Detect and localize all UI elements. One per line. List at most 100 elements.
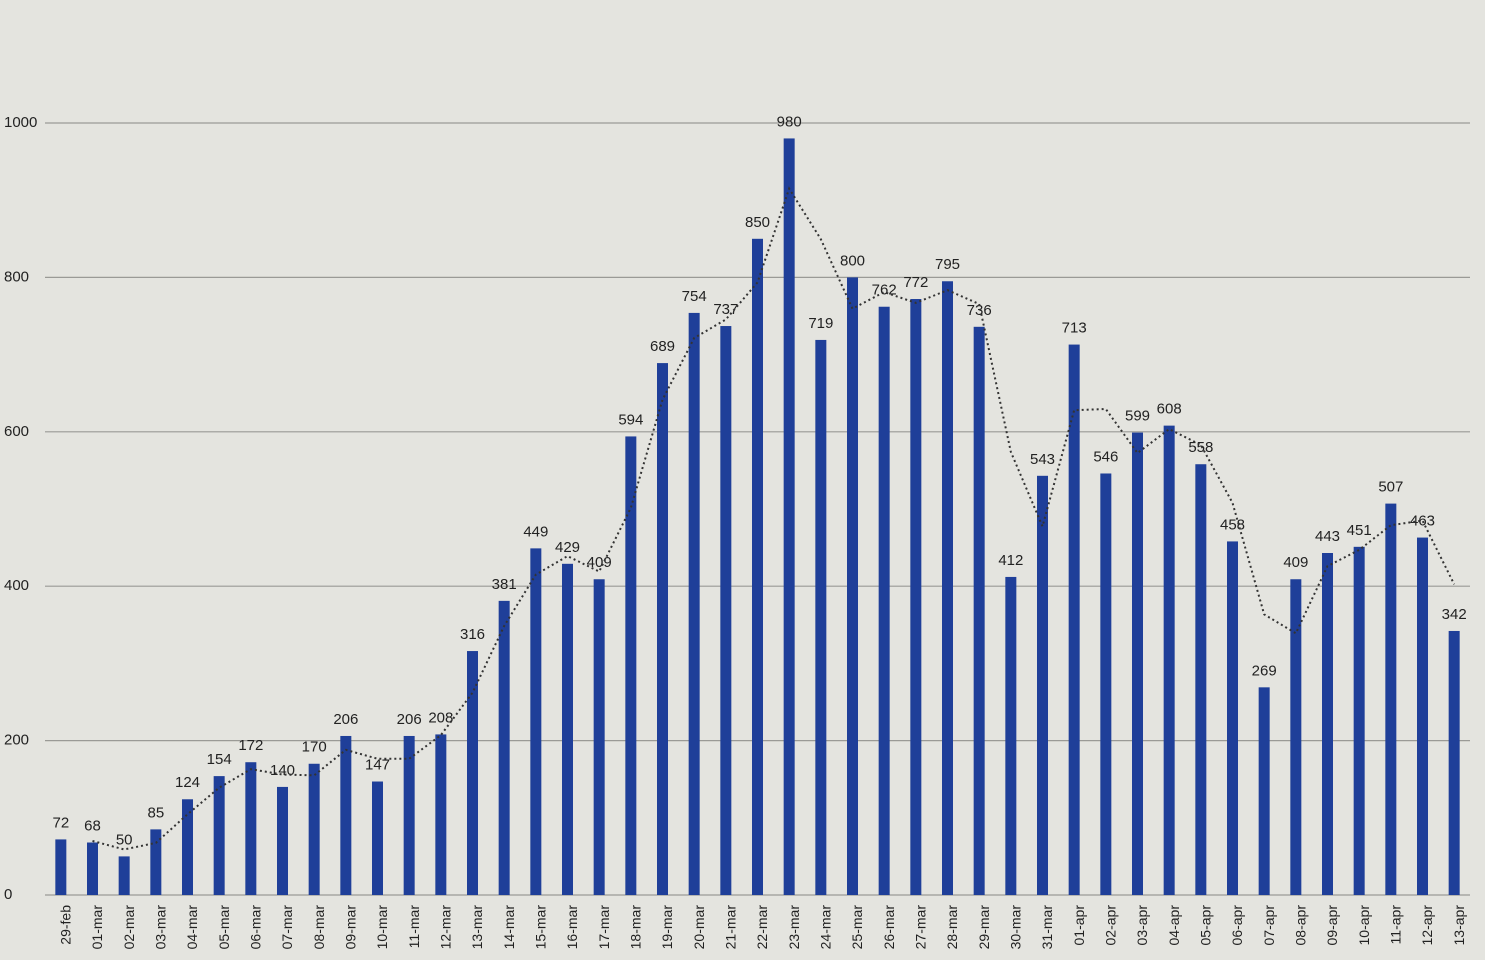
x-tick-label: 24-mar <box>818 905 834 950</box>
x-tick-label: 13-apr <box>1451 905 1467 946</box>
x-tick-label: 01-mar <box>89 905 105 950</box>
x-tick-label: 01-apr <box>1071 905 1087 946</box>
x-tick-label: 12-mar <box>438 905 454 950</box>
data-label: 599 <box>1125 408 1150 425</box>
bar <box>878 306 890 896</box>
x-tick-label: 21-mar <box>723 905 739 950</box>
bar <box>1290 579 1302 895</box>
bar <box>340 735 352 895</box>
data-label: 762 <box>872 282 897 299</box>
x-tick-label: 30-mar <box>1008 905 1024 950</box>
data-label: 543 <box>1030 451 1055 468</box>
x-tick-label: 11-apr <box>1388 905 1404 945</box>
x-tick-label: 13-mar <box>469 905 485 950</box>
data-label: 689 <box>650 338 675 355</box>
x-tick-label: 22-mar <box>754 905 770 950</box>
bar <box>910 299 922 895</box>
bar <box>942 281 953 895</box>
bar <box>752 238 763 896</box>
data-label: 546 <box>1093 448 1118 465</box>
y-tick-label: 200 <box>4 732 29 749</box>
x-tick-label: 03-mar <box>153 905 169 950</box>
data-label: 507 <box>1378 479 1403 496</box>
bar <box>87 842 98 895</box>
data-label: 172 <box>238 737 263 754</box>
data-label: 208 <box>428 709 453 726</box>
x-tick-label: 27-mar <box>913 905 929 950</box>
bar <box>308 763 320 895</box>
data-label: 443 <box>1315 528 1340 545</box>
x-tick-label: 28-mar <box>944 905 960 950</box>
bar <box>1417 537 1428 895</box>
bar <box>847 277 858 895</box>
x-tick-label: 09-apr <box>1324 905 1340 946</box>
data-label: 458 <box>1220 516 1245 533</box>
data-label: 980 <box>777 113 802 130</box>
data-label: 754 <box>682 288 707 305</box>
data-label: 170 <box>302 739 327 756</box>
data-label: 736 <box>967 302 992 319</box>
data-label: 206 <box>333 711 358 728</box>
x-tick-label: 09-mar <box>343 905 359 950</box>
x-tick-label: 07-apr <box>1261 905 1277 946</box>
bar <box>1448 630 1460 895</box>
bar <box>498 600 510 895</box>
data-label: 850 <box>745 214 770 231</box>
bar <box>783 138 795 895</box>
x-tick-label: 19-mar <box>659 905 675 950</box>
bar <box>372 781 383 895</box>
bar <box>150 829 162 895</box>
y-tick-label: 1000 <box>4 114 37 131</box>
x-tick-label: 02-apr <box>1103 905 1119 946</box>
x-tick-label: 06-apr <box>1229 905 1245 946</box>
x-tick-label: 05-apr <box>1198 905 1214 946</box>
trend-line <box>92 186 1456 851</box>
x-tick-label: 10-apr <box>1356 905 1372 946</box>
bar <box>182 799 193 895</box>
bar <box>435 734 447 895</box>
data-label: 772 <box>903 274 928 291</box>
bar <box>1353 546 1365 895</box>
data-label: 269 <box>1252 662 1277 679</box>
x-tick-label: 12-apr <box>1419 905 1435 946</box>
x-tick-label: 02-mar <box>121 905 137 950</box>
x-tick-label: 15-mar <box>533 905 549 950</box>
bar <box>973 326 985 896</box>
bar <box>1322 553 1333 895</box>
data-label: 449 <box>523 523 548 540</box>
x-tick-label: 23-mar <box>786 905 802 950</box>
x-tick-label: 11-mar <box>406 905 422 949</box>
data-label: 429 <box>555 539 580 556</box>
x-tick-label: 08-mar <box>311 905 327 950</box>
x-tick-label: 10-mar <box>374 905 390 950</box>
data-label: 608 <box>1157 401 1182 418</box>
bar <box>213 776 225 895</box>
data-label: 342 <box>1442 606 1467 623</box>
x-tick-label: 20-mar <box>691 905 707 950</box>
data-label: 72 <box>52 814 69 831</box>
data-label: 594 <box>618 411 643 428</box>
data-label: 154 <box>207 751 232 768</box>
data-label: 140 <box>270 762 295 779</box>
y-tick-label: 400 <box>4 577 29 594</box>
data-label: 206 <box>397 711 422 728</box>
bar <box>1227 541 1238 895</box>
x-tick-label: 29-mar <box>976 905 992 950</box>
bar <box>118 856 130 895</box>
x-tick-label: 06-mar <box>248 905 264 950</box>
data-label: 85 <box>147 804 164 821</box>
bar <box>55 839 67 895</box>
data-label: 381 <box>492 576 517 593</box>
bar <box>688 312 700 895</box>
x-tick-label: 25-mar <box>849 905 865 950</box>
x-tick-label: 08-apr <box>1293 905 1309 946</box>
data-label: 412 <box>998 552 1023 569</box>
bar <box>1100 473 1112 895</box>
data-label: 409 <box>1283 554 1308 571</box>
bar <box>1132 432 1143 895</box>
bar <box>657 363 668 895</box>
bar <box>1163 425 1175 895</box>
bar <box>1385 503 1397 895</box>
